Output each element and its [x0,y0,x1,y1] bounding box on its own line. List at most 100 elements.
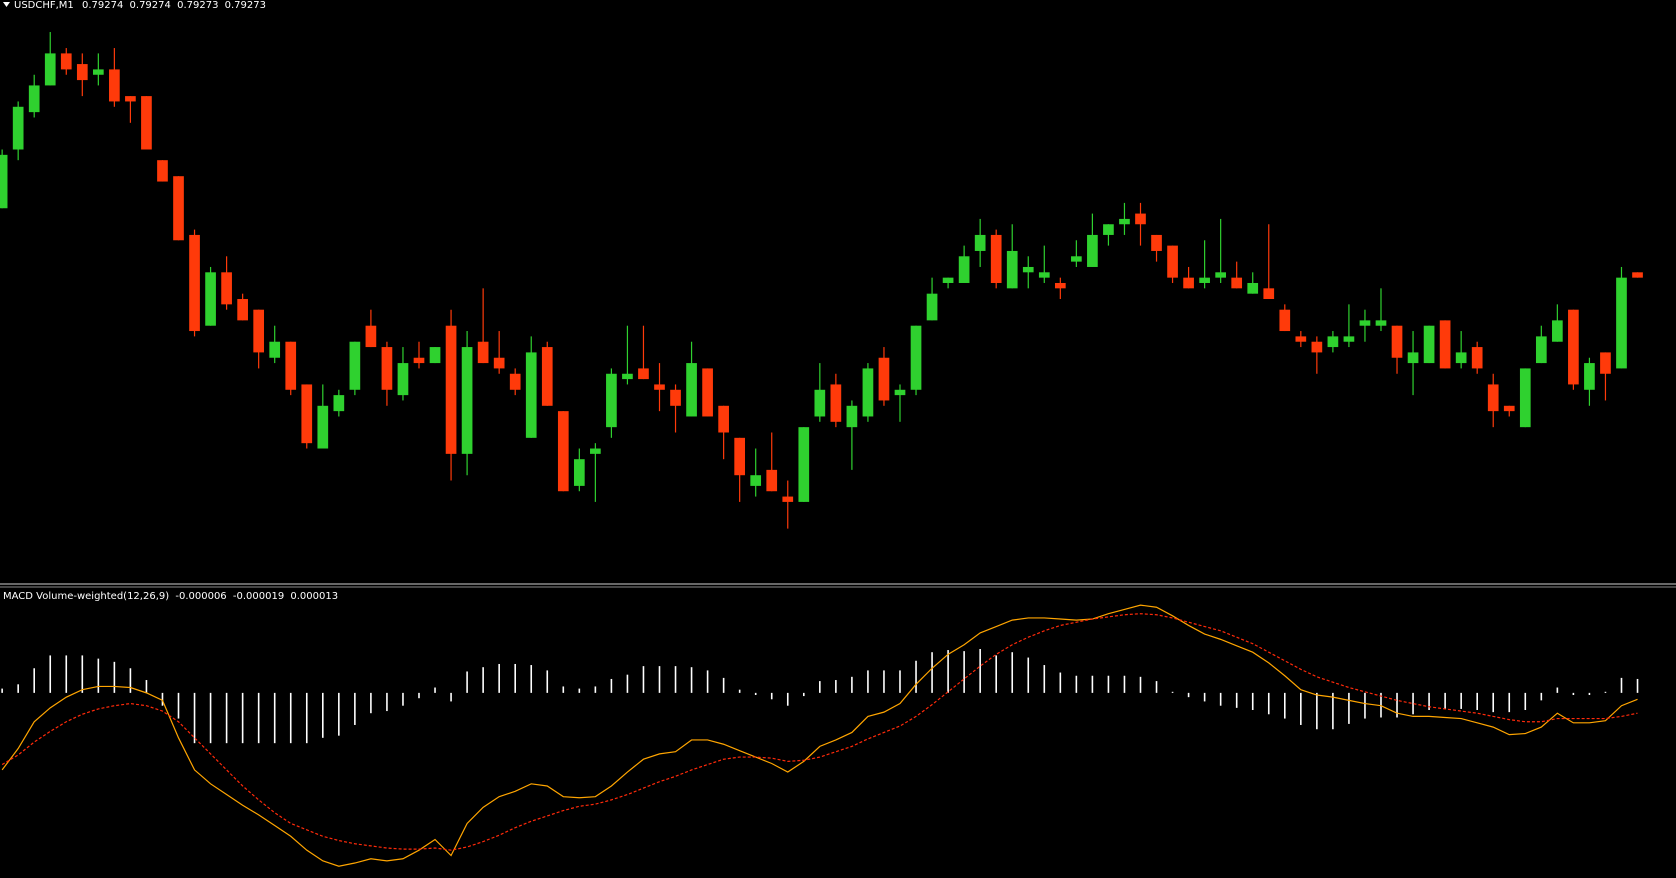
candle-body [269,341,281,358]
candle-body [44,53,56,86]
candle-body [509,373,521,390]
candle-body [1391,325,1403,358]
candle-body [237,299,248,321]
candle-body [1471,347,1483,369]
candle-body [910,325,922,390]
candle-body [1519,368,1531,428]
last-high: 0.79274 [130,0,171,11]
candle-body [141,96,152,150]
candle-body [1167,245,1178,278]
candle-body [1568,309,1579,385]
candle-body [1616,277,1627,369]
candle-body [0,154,8,209]
candle-body [92,69,104,75]
candle-body [830,384,842,422]
candle-body [1215,272,1227,278]
candle-body [253,309,265,353]
candle-body [541,347,553,406]
candle-body [846,405,858,428]
candle-body [301,384,313,444]
candle-body [1375,320,1387,326]
candle-body [1423,325,1435,364]
candle-body [1199,277,1210,283]
candle-body [1295,336,1307,342]
indicator-header: MACD Volume-weighted(12,26,9) -0.000006 … [3,591,338,602]
candle-body [1343,336,1355,342]
candle-body [718,405,729,433]
candle-body [782,496,794,502]
candle-body [974,234,986,251]
signal-last: -0.000019 [233,591,284,602]
candle-body [333,395,345,412]
candle-body [429,347,441,364]
candle-body [381,347,393,390]
histogram-last: 0.000013 [290,591,338,602]
candle-body [1263,288,1275,300]
candle-body [862,368,874,417]
candle-body [766,469,778,492]
candle-body [1151,234,1162,251]
candle-body [125,96,136,102]
candle-body [477,341,489,364]
candle-body [1231,277,1243,289]
candle-body [1584,363,1595,390]
last-low: 0.79273 [177,0,218,11]
candle-body [590,448,601,454]
candle-body [365,325,377,348]
main-last: -0.000006 [175,591,226,602]
candle-body [654,384,665,390]
candle-body [221,272,232,305]
symbol-menu-icon[interactable] [3,2,10,7]
main-line [1,604,1638,867]
candle-body [958,256,970,283]
candle-body [1503,405,1515,412]
candle-body [1632,272,1643,278]
candle-body [317,405,329,449]
candle-body [397,363,409,396]
candle-body [638,368,649,380]
price-header: USDCHF,M1 0.79274 0.79274 0.79273 0.7927… [14,0,266,11]
last-close: 0.79273 [225,0,266,11]
candle-body [1022,266,1034,273]
candle-body [622,373,633,380]
candle-body [1247,282,1259,294]
candle-body [1038,272,1050,278]
candle-body [573,459,585,486]
candle-body [878,357,890,401]
layout [0,2,1676,588]
candle-body [1087,234,1098,267]
candle-body [1535,336,1547,364]
candle-body [1103,224,1114,235]
histogram [1,648,1639,744]
candle-body [557,411,569,492]
candle-body [1439,320,1451,369]
candle-body [702,368,713,417]
candle-body [670,389,681,406]
candle-body [12,106,24,150]
symbol-title: USDCHF,M1 [14,0,74,11]
candle-body [60,53,72,70]
candle-body [205,272,216,326]
indicator-title: MACD Volume-weighted(12,26,9) [3,591,169,602]
candle-body [942,277,954,283]
candle-body [798,427,810,502]
candles [0,32,1643,529]
candle-body [1119,218,1130,225]
candle-body [1455,352,1467,364]
candle-body [1327,336,1339,348]
candle-body [1135,213,1146,225]
candle-body [686,363,697,417]
candle-body [814,389,826,417]
candle-body [1487,384,1499,412]
candle-body [445,325,457,454]
candle-body [285,341,297,390]
candle-body [1359,320,1371,326]
candle-body [750,475,762,486]
candle-body [109,69,120,102]
candle-body [28,85,40,113]
candle-body [894,389,906,396]
candle-body [990,234,1002,283]
candle-body [606,373,617,428]
candle-body [1279,309,1291,332]
